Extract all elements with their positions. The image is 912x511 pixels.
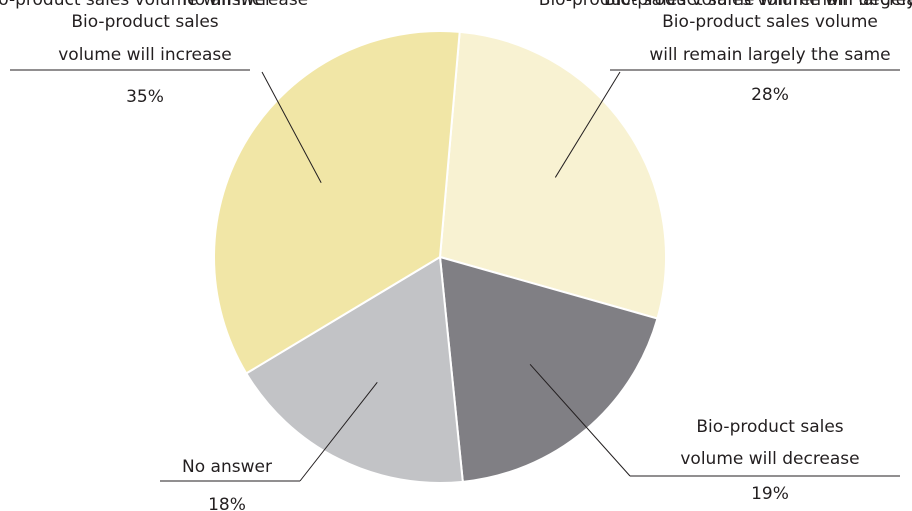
value-label: 18% [208, 495, 246, 511]
value-label: 19% [751, 484, 789, 504]
pie-slice [438, 255, 659, 483]
leader-line [529, 364, 631, 477]
leader-line [299, 381, 378, 482]
leader-line [261, 71, 322, 183]
value-label: 28% [751, 85, 789, 105]
leader-line [554, 71, 621, 178]
slice-label: Bio-product sales volume will increase Bi… [0, 0, 308, 65]
pie-slice [244, 255, 464, 484]
value-label: 35% [126, 87, 164, 107]
pie-slice [213, 30, 461, 375]
pie-slice [438, 30, 667, 320]
